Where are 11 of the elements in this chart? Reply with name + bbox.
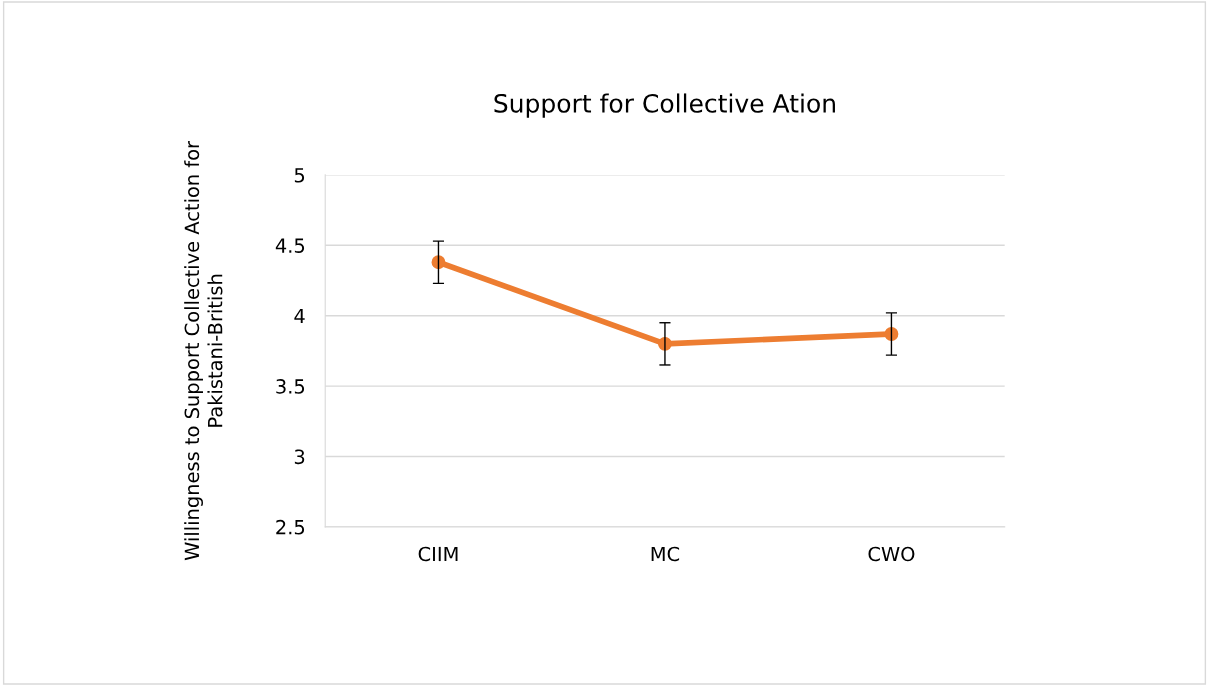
y-tick-label: 4 [294, 308, 305, 324]
y-tick-label: 5 [294, 168, 305, 183]
x-tick-label: CIIM [418, 546, 458, 562]
y-tick-label: 4.5 [275, 238, 305, 253]
y-tick-label: 2.5 [276, 519, 305, 535]
x-tick-label: CWO [868, 546, 915, 562]
y-tick-label: 3.5 [276, 379, 305, 394]
chart-title: Support for Collective Ation [494, 93, 835, 118]
y-tick-label: 3 [294, 449, 305, 465]
x-tick-label: MC [651, 546, 680, 562]
y-axis-title: Willingness to Support Collective Action for Pakistani-British [184, 140, 223, 561]
